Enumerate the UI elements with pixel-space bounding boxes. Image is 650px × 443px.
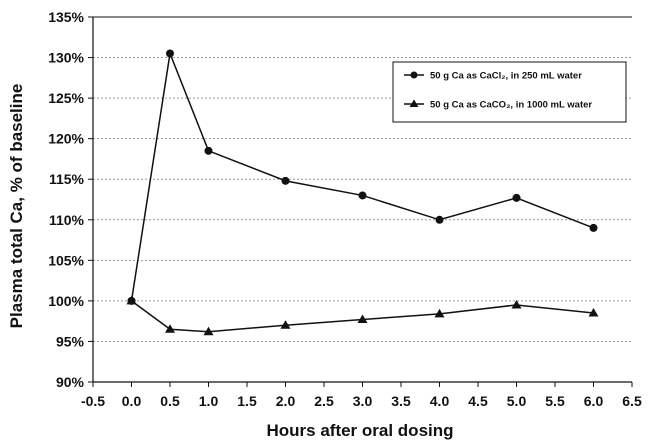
x-tick-label: 3.0 bbox=[353, 393, 373, 409]
y-tick-label: 125% bbox=[48, 90, 84, 106]
y-tick-label: 100% bbox=[48, 293, 84, 309]
grid-lines bbox=[93, 57, 632, 342]
series-layer bbox=[126, 49, 599, 336]
x-tick-label: 0.0 bbox=[122, 393, 142, 409]
data-point-triangle bbox=[588, 308, 599, 317]
legend-label-0: 50 g Ca as CaCl₂, in 250 mL water bbox=[430, 71, 582, 82]
y-tick-label: 120% bbox=[48, 131, 84, 147]
legend-box bbox=[392, 61, 627, 123]
x-tick-label: 0.5 bbox=[160, 393, 180, 409]
legend-marker-1 bbox=[409, 99, 419, 107]
x-tick-label: 5.5 bbox=[545, 393, 565, 409]
x-tick-label: 3.5 bbox=[391, 393, 411, 409]
data-point-circle bbox=[435, 215, 444, 224]
x-tick-label: 2.0 bbox=[276, 393, 296, 409]
x-tick-label: 1.0 bbox=[199, 393, 219, 409]
data-point-triangle bbox=[280, 320, 291, 329]
y-tick-label: 95% bbox=[56, 333, 85, 349]
y-axis-title: Plasma total Ca, % of baseline bbox=[7, 84, 26, 329]
data-point-circle bbox=[358, 191, 367, 200]
data-point-triangle bbox=[357, 314, 368, 324]
y-tick-label: 90% bbox=[56, 374, 85, 390]
x-axis-title: Hours after oral dosing bbox=[266, 421, 453, 440]
data-point-triangle bbox=[511, 299, 522, 309]
data-point-circle bbox=[589, 223, 598, 232]
data-point-circle bbox=[204, 146, 213, 155]
y-tick-label: 135% bbox=[48, 9, 84, 25]
axes: 90% 95% 100% 105% 110% 115% 120% 125% 130% 135% -0… bbox=[48, 9, 642, 409]
data-point-circle bbox=[281, 176, 290, 185]
x-tick-label: 1.5 bbox=[237, 393, 257, 409]
y-tick-label: 115% bbox=[49, 171, 85, 187]
y-tick-label: 130% bbox=[48, 50, 84, 66]
data-point-triangle bbox=[126, 295, 137, 305]
series-line-0 bbox=[130, 50, 594, 302]
x-tick-label: 4.0 bbox=[430, 393, 450, 409]
x-tick-label: 6.0 bbox=[584, 393, 604, 409]
data-point-circle bbox=[512, 193, 521, 202]
legend-marker-0 bbox=[410, 71, 418, 79]
data-point-triangle bbox=[165, 324, 175, 333]
legend: 50 g Ca as CaCl₂, in 250 mL water 50 g C… bbox=[392, 61, 627, 123]
y-tick-label: 105% bbox=[48, 252, 84, 268]
data-point-circle bbox=[166, 49, 174, 58]
x-tick-label: 5.0 bbox=[507, 393, 527, 409]
legend-label-1: 50 g Ca as CaCO₃, in 1000 mL water bbox=[430, 100, 592, 111]
x-tick-label: 2.5 bbox=[314, 393, 334, 409]
y-tick-label: 110% bbox=[49, 212, 85, 228]
x-tick-label: -0.5 bbox=[81, 393, 105, 409]
data-point-triangle bbox=[203, 326, 214, 336]
data-point-triangle bbox=[434, 308, 445, 318]
x-tick-label: 4.5 bbox=[468, 393, 488, 409]
series-line-1 bbox=[131, 300, 594, 333]
x-tick-label: 6.5 bbox=[622, 393, 642, 409]
